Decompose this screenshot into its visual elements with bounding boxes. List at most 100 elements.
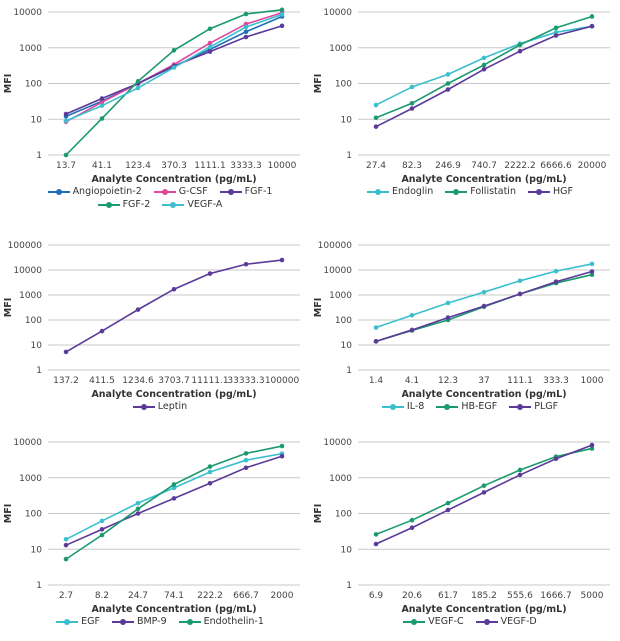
data-point bbox=[99, 103, 105, 108]
legend-label: VEGF-A bbox=[187, 199, 223, 210]
x-tick-label: 666.7 bbox=[233, 591, 259, 601]
data-point bbox=[171, 65, 177, 70]
series-leptin bbox=[63, 257, 285, 355]
y-axis-title: MFI bbox=[313, 74, 324, 93]
data-point bbox=[445, 72, 451, 77]
series-line bbox=[65, 259, 283, 353]
x-tick-label: 82.3 bbox=[402, 161, 422, 171]
series-endoglin bbox=[373, 23, 595, 108]
data-point bbox=[207, 271, 213, 276]
y-tick-label: 10 bbox=[341, 115, 353, 125]
legend: IL-8 HB-EGF PLGF bbox=[330, 401, 610, 412]
data-point bbox=[373, 339, 379, 344]
data-point bbox=[481, 303, 487, 309]
y-tick-label: 100 bbox=[25, 510, 42, 520]
data-point bbox=[589, 446, 595, 451]
y-tick-label: 10 bbox=[31, 545, 43, 555]
y-tick-label: 100 bbox=[335, 510, 352, 520]
data-point bbox=[63, 556, 69, 562]
x-tick-label: 3333.3 bbox=[230, 161, 262, 171]
data-point bbox=[279, 257, 285, 263]
data-point bbox=[135, 511, 141, 516]
x-tick-label: 111.1 bbox=[507, 376, 533, 386]
series-bmp-9 bbox=[63, 453, 285, 548]
data-point bbox=[207, 26, 213, 32]
legend-item: VEGF-C bbox=[403, 616, 464, 627]
legend-marker bbox=[445, 188, 468, 195]
x-tick-label: 12.3 bbox=[438, 376, 458, 386]
y-axis-title: MFI bbox=[313, 298, 324, 317]
data-point bbox=[373, 115, 379, 121]
y-tick-label: 100 bbox=[335, 316, 352, 326]
data-point bbox=[553, 30, 559, 35]
legend-label: G-CSF bbox=[178, 186, 208, 197]
x-tick-label: 1.4 bbox=[369, 376, 384, 386]
y-tick-label: 10000 bbox=[13, 438, 42, 448]
data-point bbox=[63, 118, 69, 124]
series-line bbox=[65, 9, 283, 156]
data-point bbox=[243, 261, 249, 267]
legend-marker bbox=[475, 618, 498, 625]
data-point bbox=[409, 106, 415, 111]
y-tick-label: 10 bbox=[341, 341, 353, 351]
chart-panel: 1 10 100 1000 10000 100000 1.4 4.1 12.3 37 111.1 33… bbox=[310, 215, 620, 430]
x-tick-label: 1111.1 bbox=[194, 161, 226, 171]
data-point bbox=[171, 286, 177, 292]
y-tick-label: 10000 bbox=[323, 8, 352, 18]
legend-label: HGF bbox=[552, 186, 573, 197]
y-tick-label: 1000 bbox=[329, 291, 352, 301]
data-point bbox=[553, 25, 559, 31]
x-tick-label: 37 bbox=[478, 376, 489, 386]
data-point bbox=[553, 268, 559, 274]
x-axis-title: Analyte Concentration (pg/mL) bbox=[91, 389, 256, 400]
x-tick-label: 2.7 bbox=[59, 591, 73, 601]
data-point bbox=[517, 291, 523, 297]
data-point bbox=[207, 49, 213, 54]
x-tick-label: 20.6 bbox=[402, 591, 422, 601]
data-point bbox=[207, 469, 213, 475]
legend-label: Follistatin bbox=[470, 186, 516, 197]
data-point bbox=[373, 541, 379, 547]
legend-marker bbox=[178, 618, 201, 625]
x-tick-label: 246.9 bbox=[435, 161, 461, 171]
x-tick-label: 1000 bbox=[581, 376, 604, 386]
data-point bbox=[553, 33, 559, 38]
data-point bbox=[481, 62, 487, 68]
legend-marker bbox=[111, 618, 134, 625]
legend-item: FGF-2 bbox=[97, 199, 150, 210]
legend: Angiopoietin-2 G-CSF FGF-1 FGF-2 VEGF-A bbox=[20, 186, 300, 210]
x-tick-label: 8.2 bbox=[95, 591, 109, 601]
x-tick-label: 6.9 bbox=[369, 591, 384, 601]
data-point bbox=[279, 453, 285, 459]
legend-label: VEGF-C bbox=[428, 616, 464, 627]
data-point bbox=[481, 66, 487, 72]
y-tick-label: 100 bbox=[25, 80, 42, 90]
x-tick-label: 13.7 bbox=[56, 161, 76, 171]
data-point bbox=[445, 500, 451, 506]
legend-marker bbox=[153, 188, 176, 195]
data-point bbox=[243, 457, 249, 463]
data-point bbox=[63, 536, 69, 542]
y-axis-title: MFI bbox=[313, 504, 324, 523]
legend-marker bbox=[381, 403, 404, 410]
series-line bbox=[375, 25, 593, 128]
x-tick-label: 24.7 bbox=[128, 591, 148, 601]
data-point bbox=[207, 44, 213, 50]
y-tick-label: 10000 bbox=[13, 8, 42, 18]
data-point bbox=[135, 79, 141, 84]
series-vegf-a bbox=[63, 12, 285, 124]
legend-item: VEGF-A bbox=[162, 199, 222, 210]
data-point bbox=[409, 84, 415, 90]
x-tick-label: 27.4 bbox=[366, 161, 386, 171]
series-fgf-1 bbox=[63, 23, 285, 117]
legend: Endoglin Follistatin HGF bbox=[330, 186, 610, 197]
data-point bbox=[445, 507, 451, 513]
data-point bbox=[279, 23, 285, 29]
data-point bbox=[207, 464, 213, 469]
x-axis-title: Analyte Concentration (pg/mL) bbox=[91, 174, 256, 185]
legend-item: EGF bbox=[56, 616, 100, 627]
y-tick-label: 10 bbox=[341, 545, 353, 555]
y-tick-label: 10 bbox=[31, 341, 43, 351]
legend: VEGF-C VEGF-D bbox=[330, 616, 610, 627]
